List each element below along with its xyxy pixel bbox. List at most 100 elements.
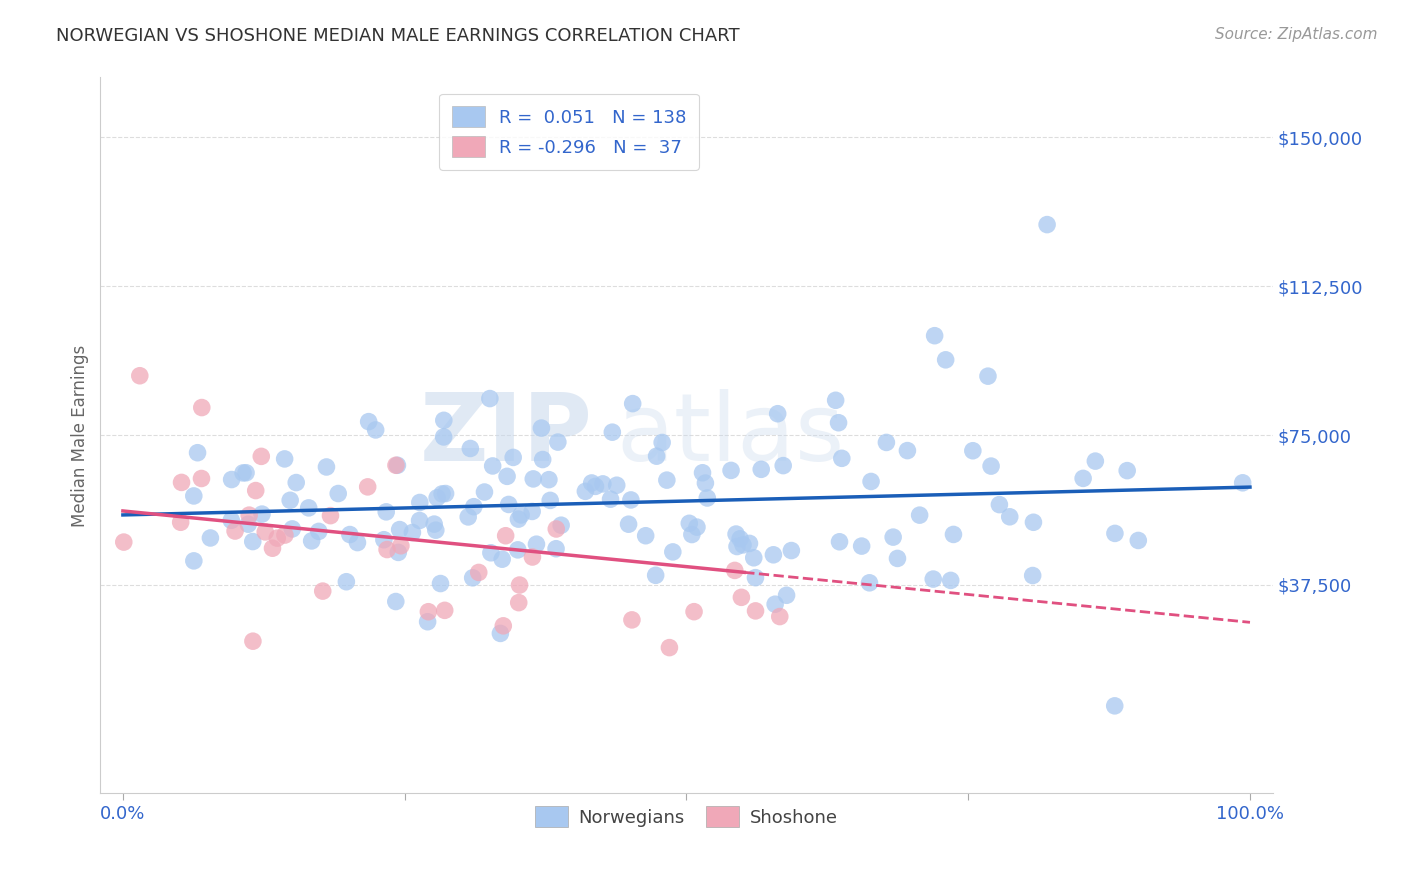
Point bbox=[457, 509, 479, 524]
Point bbox=[385, 594, 408, 608]
Point bbox=[522, 549, 544, 564]
Point bbox=[312, 584, 335, 599]
Point bbox=[319, 508, 342, 523]
Point bbox=[242, 534, 264, 549]
Point bbox=[651, 435, 673, 450]
Point bbox=[550, 518, 572, 533]
Point bbox=[429, 576, 451, 591]
Point bbox=[1071, 471, 1094, 485]
Point bbox=[387, 458, 409, 473]
Point bbox=[620, 492, 643, 507]
Point bbox=[491, 552, 513, 566]
Point bbox=[599, 492, 621, 507]
Point bbox=[617, 517, 640, 532]
Point bbox=[221, 473, 243, 487]
Point bbox=[408, 514, 430, 528]
Point bbox=[546, 522, 568, 536]
Point bbox=[1232, 475, 1254, 490]
Point bbox=[496, 469, 519, 483]
Text: NORWEGIAN VS SHOSHONE MEDIAN MALE EARNINGS CORRELATION CHART: NORWEGIAN VS SHOSHONE MEDIAN MALE EARNIN… bbox=[56, 27, 740, 45]
Point bbox=[328, 486, 350, 500]
Point bbox=[695, 476, 717, 491]
Point bbox=[827, 416, 849, 430]
Point bbox=[278, 493, 301, 508]
Point bbox=[935, 352, 957, 367]
Point bbox=[468, 566, 491, 580]
Point bbox=[416, 615, 439, 629]
Point bbox=[924, 328, 946, 343]
Point bbox=[495, 529, 517, 543]
Point bbox=[200, 531, 222, 545]
Point bbox=[387, 545, 409, 559]
Point bbox=[308, 524, 330, 539]
Point bbox=[547, 435, 569, 450]
Point bbox=[238, 517, 260, 532]
Point bbox=[112, 535, 135, 549]
Point bbox=[824, 393, 846, 408]
Point bbox=[502, 450, 524, 465]
Point bbox=[232, 466, 254, 480]
Point bbox=[742, 550, 765, 565]
Point bbox=[766, 407, 789, 421]
Point bbox=[780, 543, 803, 558]
Point bbox=[725, 540, 748, 554]
Point bbox=[128, 368, 150, 383]
Point bbox=[621, 396, 644, 410]
Point bbox=[187, 446, 209, 460]
Point bbox=[389, 539, 412, 553]
Point bbox=[1022, 516, 1045, 530]
Point bbox=[433, 603, 456, 617]
Point bbox=[977, 369, 1000, 384]
Point bbox=[620, 613, 643, 627]
Point bbox=[662, 545, 685, 559]
Point bbox=[658, 640, 681, 655]
Point bbox=[509, 578, 531, 592]
Point bbox=[520, 504, 543, 518]
Point bbox=[375, 542, 398, 557]
Point bbox=[738, 536, 761, 550]
Point bbox=[266, 531, 288, 545]
Point bbox=[634, 529, 657, 543]
Point bbox=[183, 554, 205, 568]
Point bbox=[298, 500, 321, 515]
Point bbox=[273, 451, 295, 466]
Point bbox=[238, 508, 260, 522]
Point bbox=[896, 443, 918, 458]
Point bbox=[375, 505, 398, 519]
Y-axis label: Median Male Earnings: Median Male Earnings bbox=[72, 344, 89, 526]
Point bbox=[357, 415, 380, 429]
Point bbox=[526, 537, 548, 551]
Point bbox=[922, 572, 945, 586]
Point bbox=[696, 491, 718, 505]
Point bbox=[644, 568, 666, 582]
Point bbox=[409, 495, 432, 509]
Point bbox=[724, 563, 747, 577]
Point bbox=[962, 443, 984, 458]
Point bbox=[730, 591, 752, 605]
Point bbox=[858, 575, 880, 590]
Point bbox=[725, 527, 748, 541]
Point bbox=[245, 483, 267, 498]
Point bbox=[544, 541, 567, 556]
Point bbox=[581, 475, 603, 490]
Point bbox=[602, 425, 624, 440]
Point bbox=[592, 476, 614, 491]
Point bbox=[262, 541, 284, 556]
Point bbox=[851, 539, 873, 553]
Point bbox=[828, 534, 851, 549]
Point bbox=[301, 533, 323, 548]
Point bbox=[683, 605, 706, 619]
Point bbox=[720, 463, 742, 477]
Point bbox=[463, 500, 485, 514]
Point bbox=[980, 459, 1002, 474]
Point bbox=[1104, 698, 1126, 713]
Point bbox=[357, 480, 380, 494]
Point bbox=[988, 498, 1011, 512]
Point bbox=[538, 493, 561, 508]
Point bbox=[492, 619, 515, 633]
Point bbox=[274, 528, 297, 542]
Point bbox=[1116, 464, 1139, 478]
Point bbox=[423, 517, 446, 532]
Point bbox=[346, 535, 368, 549]
Point bbox=[219, 513, 242, 527]
